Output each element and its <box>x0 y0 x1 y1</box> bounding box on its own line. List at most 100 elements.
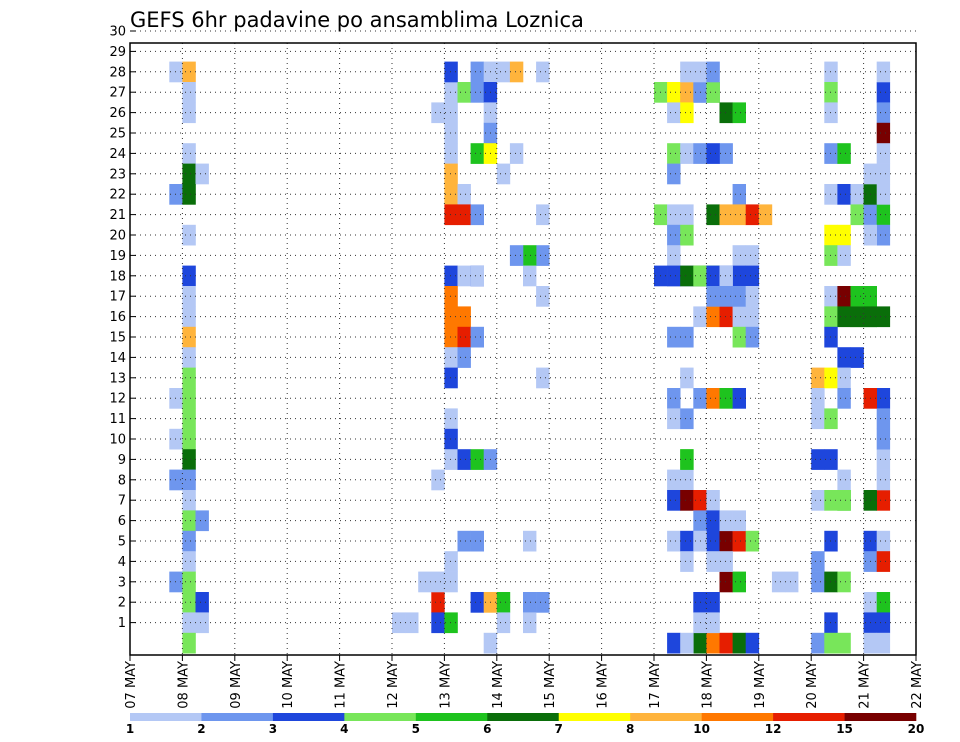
heatmap-cell <box>182 612 196 634</box>
heatmap-cell <box>837 469 851 491</box>
y-tick-label: 29 <box>109 45 126 60</box>
heatmap-cell <box>667 102 681 124</box>
y-tick-label: 3 <box>118 575 126 590</box>
x-tick-label: 10 MAY <box>281 661 296 709</box>
heatmap-cell <box>732 306 746 328</box>
heatmap-cell <box>876 592 891 613</box>
heatmap-cell <box>837 388 851 409</box>
y-tick-label: 21 <box>109 208 126 223</box>
heatmap-cell <box>706 204 720 226</box>
x-tick-label: 12 MAY <box>386 661 401 709</box>
y-tick-label: 9 <box>118 453 126 468</box>
heatmap-cell <box>732 632 746 654</box>
y-tick-label: 22 <box>109 188 126 203</box>
heatmap-cell <box>719 265 733 287</box>
heatmap-cell <box>680 204 694 226</box>
colorbar-label: 3 <box>269 722 277 736</box>
heatmap-cell <box>732 286 746 307</box>
colorbar-segment <box>558 713 631 721</box>
heatmap-cell <box>680 143 694 164</box>
heatmap-cell <box>876 408 891 430</box>
grid-lines <box>130 30 916 655</box>
heatmap-cell <box>667 388 681 409</box>
heatmap-cell <box>850 204 864 226</box>
heatmap-cell <box>667 490 681 511</box>
heatmap-cell <box>496 612 511 634</box>
x-tick-label: 13 MAY <box>438 661 453 709</box>
heatmap-cell <box>667 265 681 287</box>
heatmap-cell <box>706 82 720 103</box>
heatmap-cell <box>680 265 694 287</box>
heatmap-cell <box>745 204 760 226</box>
heatmap-cell <box>876 102 891 124</box>
heatmap-cell <box>876 163 891 185</box>
heatmap-cell <box>680 530 694 552</box>
heatmap-cell <box>444 571 458 593</box>
heatmap-cell <box>536 245 550 266</box>
heatmap-cell <box>876 428 891 450</box>
heatmap-cell <box>680 408 694 430</box>
plot-frame <box>129 42 917 656</box>
colorbar-label: 20 <box>908 722 925 736</box>
heatmap-cell <box>509 143 524 164</box>
heatmap-cell <box>732 388 746 409</box>
colorbar-label: 6 <box>483 722 491 736</box>
heatmap-cell <box>667 224 681 246</box>
y-tick-label: 17 <box>109 290 126 305</box>
heatmap-cell <box>706 530 720 552</box>
heatmap-cell <box>719 102 733 124</box>
heatmap-cell <box>182 163 196 185</box>
heatmap-cell <box>732 102 746 124</box>
heatmap-cell <box>719 143 733 164</box>
heatmap-cell <box>811 490 825 511</box>
heatmap-cell <box>195 612 209 634</box>
heatmap-cell <box>431 102 445 124</box>
heatmap-cell <box>745 286 760 307</box>
y-tick-label: 14 <box>109 351 126 366</box>
y-tick-label: 26 <box>109 106 126 121</box>
heatmap-cell <box>470 530 484 552</box>
colorbar-label: 4 <box>340 722 348 736</box>
heatmap-cell <box>431 469 445 491</box>
heatmap-cell <box>392 612 406 634</box>
heatmap-cell <box>811 408 825 430</box>
x-tick-label: 16 MAY <box>596 661 611 709</box>
heatmap-cell <box>876 551 891 572</box>
heatmap-cell <box>457 449 471 470</box>
colorbar-label: 5 <box>412 722 420 736</box>
heatmap-cell <box>182 61 196 83</box>
y-tick-label: 30 <box>109 25 126 40</box>
heatmap-cell <box>182 449 196 470</box>
heatmap-cell <box>470 204 484 226</box>
y-tick-label: 10 <box>109 433 126 448</box>
heatmap-cell <box>182 469 196 491</box>
y-tick-label: 20 <box>109 229 126 244</box>
heatmap-cell <box>457 306 471 328</box>
heatmap-cell <box>680 61 694 83</box>
heatmap-cell <box>182 571 196 593</box>
y-tick-label: 23 <box>109 167 126 182</box>
heatmap-cell <box>732 530 746 552</box>
heatmap-cell <box>732 265 746 287</box>
heatmap-cell <box>811 367 825 389</box>
heatmap-cell <box>457 530 471 552</box>
y-tick-label: 13 <box>109 371 126 386</box>
heatmap-cell <box>667 143 681 164</box>
heatmap-cell <box>837 143 851 164</box>
heatmap-cell <box>667 204 681 226</box>
heatmap-cell <box>719 551 733 572</box>
heatmap-cell <box>470 265 484 287</box>
heatmap-cell <box>745 326 760 348</box>
heatmap-cell <box>509 245 524 266</box>
heatmap-cell <box>719 632 733 654</box>
heatmap-cell <box>496 592 511 613</box>
heatmap-cell <box>182 530 196 552</box>
y-tick-label: 16 <box>109 310 126 325</box>
heatmap-cell <box>745 265 760 287</box>
heatmap-cell <box>431 571 445 593</box>
heatmap-cell <box>706 388 720 409</box>
heatmap-cell <box>470 592 484 613</box>
heatmap-cell <box>719 571 733 593</box>
heatmap-cell <box>876 530 891 552</box>
heatmap-cell <box>444 612 458 634</box>
